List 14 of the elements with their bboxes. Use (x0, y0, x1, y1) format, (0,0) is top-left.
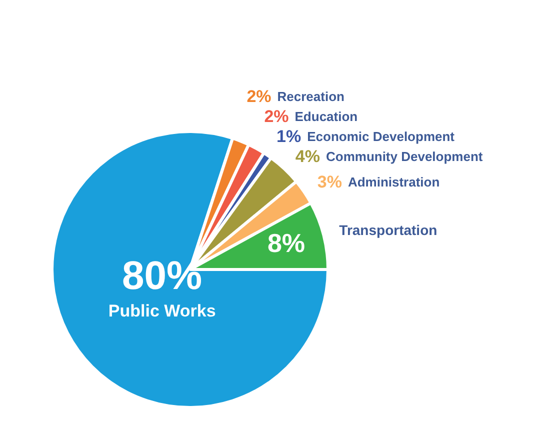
data-label: 8% (267, 228, 306, 258)
slice-label: Public Works (108, 301, 216, 320)
slice-label: Community Development (326, 148, 484, 164)
data-label: 4% (295, 146, 320, 166)
data-label: 3% (317, 172, 342, 192)
slice-label: Transportation (339, 222, 438, 238)
slice-label: Administration (348, 174, 440, 190)
slice-label: Education (294, 108, 358, 124)
slice-label: Recreation (277, 88, 345, 104)
data-label: 1% (276, 126, 302, 146)
data-label: 80% (122, 254, 202, 298)
data-label: 2% (246, 86, 272, 106)
data-label: 2% (264, 106, 289, 126)
slice-label: Economic Development (307, 128, 456, 144)
